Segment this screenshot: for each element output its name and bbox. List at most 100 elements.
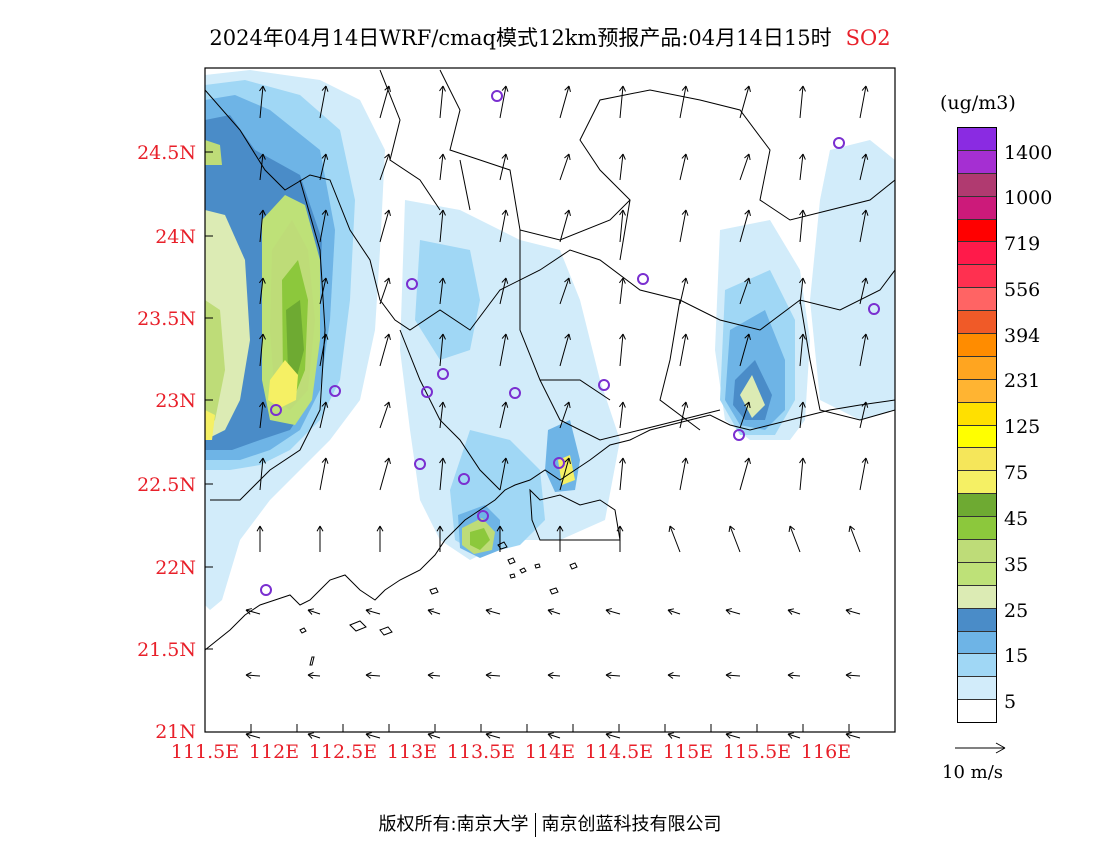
axis-ticks bbox=[205, 151, 850, 732]
wind-arrow bbox=[427, 732, 441, 739]
wind-arrow bbox=[559, 333, 571, 367]
wind-arrow bbox=[616, 525, 624, 552]
so2-region-sz-core bbox=[558, 455, 575, 485]
wind-arrow bbox=[485, 608, 501, 615]
colorbar-label: 1400 bbox=[1004, 142, 1053, 164]
wind-arrow bbox=[679, 277, 689, 305]
wind-arrow bbox=[788, 525, 801, 553]
wind-arrow bbox=[485, 732, 501, 739]
wind-arrow bbox=[679, 401, 689, 429]
wind-arrow bbox=[859, 333, 869, 367]
wind-arrow bbox=[259, 277, 266, 305]
species-label: SO2 bbox=[845, 26, 891, 50]
colorbar-label: 1000 bbox=[1004, 187, 1053, 209]
lon-label: 116E bbox=[800, 741, 852, 763]
wind-arrow bbox=[499, 85, 509, 119]
lon-label: 113E bbox=[386, 741, 438, 763]
wind-arrow bbox=[307, 732, 321, 739]
colorbar-swatch bbox=[958, 700, 996, 723]
wind-arrow bbox=[256, 525, 264, 552]
colorbar-label: 719 bbox=[1004, 233, 1041, 255]
wind-arrow bbox=[859, 85, 869, 119]
so2-region-pd-hot bbox=[470, 528, 490, 550]
colorbar-swatch bbox=[958, 173, 996, 197]
wind-arrow bbox=[668, 525, 681, 553]
wind-arrow bbox=[365, 671, 381, 679]
wind-arrow bbox=[379, 401, 391, 429]
wind-arrow bbox=[485, 671, 501, 679]
lat-label: 21N bbox=[155, 721, 196, 743]
wind-arrow bbox=[619, 85, 626, 119]
wind-arrow bbox=[848, 525, 861, 553]
wind-arrow bbox=[859, 153, 869, 181]
colorbar-swatch bbox=[958, 265, 996, 289]
wind-arrow bbox=[499, 153, 509, 181]
footer-separator bbox=[534, 813, 536, 837]
copyright-right: 南京创蓝科技有限公司 bbox=[541, 814, 722, 835]
so2-spot-left bbox=[205, 140, 222, 165]
wind-arrow bbox=[499, 277, 509, 305]
wind-arrow bbox=[799, 209, 806, 243]
wind-arrow bbox=[307, 671, 321, 679]
colorbar-swatch bbox=[958, 128, 996, 151]
colorbar-label: 35 bbox=[1004, 554, 1029, 576]
colorbar-swatch bbox=[958, 494, 996, 518]
wind-arrow bbox=[679, 85, 689, 119]
colorbar-swatch bbox=[958, 448, 996, 472]
colorbar-swatch bbox=[958, 654, 996, 678]
wind-arrow bbox=[799, 277, 806, 305]
colorbar-swatch bbox=[958, 379, 996, 403]
wind-arrow bbox=[319, 85, 329, 119]
wind-arrow bbox=[605, 732, 621, 739]
wind-arrow bbox=[559, 209, 571, 243]
wind-arrow bbox=[439, 277, 446, 305]
wind-arrow bbox=[619, 277, 626, 305]
wind-arrow bbox=[319, 333, 329, 367]
wind-arrow bbox=[379, 209, 391, 243]
wind-arrow bbox=[259, 153, 266, 181]
wind-arrow bbox=[679, 209, 689, 243]
wind-arrow bbox=[845, 671, 861, 679]
lat-label: 24.5N bbox=[137, 142, 196, 164]
colorbar-swatch bbox=[958, 631, 996, 655]
wind-arrow bbox=[319, 457, 329, 491]
wind-arrow bbox=[845, 732, 861, 739]
wind-legend-arrow bbox=[955, 742, 1006, 754]
wind-arrow bbox=[379, 277, 391, 305]
colorbar bbox=[957, 127, 997, 723]
wind-arrow bbox=[316, 525, 324, 552]
wind-arrow bbox=[725, 732, 741, 739]
title-text: 2024年04月14日WRF/cmaq模式12km预报产品:04月14日15时 bbox=[209, 26, 832, 50]
copyright-left: 版权所有:南京大学 bbox=[378, 814, 529, 835]
wind-arrow bbox=[556, 525, 564, 552]
lon-label: 112.5E bbox=[308, 741, 378, 763]
wind-arrow bbox=[739, 85, 751, 119]
so2-region-ne bbox=[810, 140, 895, 420]
monitoring-stations bbox=[260, 90, 880, 596]
wind-arrow bbox=[859, 457, 869, 491]
wind-arrow bbox=[245, 732, 261, 739]
wind-arrow bbox=[547, 671, 561, 679]
lon-label: 114.5E bbox=[584, 741, 654, 763]
wind-arrow bbox=[319, 209, 329, 243]
colorbar-label: 394 bbox=[1004, 325, 1041, 347]
wind-arrow bbox=[499, 401, 509, 429]
colorbar-label: 125 bbox=[1004, 416, 1041, 438]
wind-arrow bbox=[619, 401, 626, 429]
wind-arrow bbox=[605, 608, 621, 615]
lat-label: 22.5N bbox=[137, 474, 196, 496]
colorbar-unit: (ug/m3) bbox=[940, 92, 1016, 114]
wind-arrow bbox=[739, 401, 751, 429]
wind-arrow bbox=[496, 525, 504, 552]
wind-arrow bbox=[559, 277, 571, 305]
wind-arrow bbox=[619, 333, 626, 367]
wind-arrow bbox=[439, 85, 446, 119]
wind-arrow bbox=[259, 209, 266, 243]
wind-arrow bbox=[379, 153, 391, 181]
wind-arrow bbox=[365, 608, 381, 615]
wind-arrow bbox=[799, 85, 806, 119]
wind-arrow bbox=[319, 401, 329, 429]
so2-band-6 bbox=[268, 360, 298, 408]
colorbar-label: 556 bbox=[1004, 279, 1041, 301]
